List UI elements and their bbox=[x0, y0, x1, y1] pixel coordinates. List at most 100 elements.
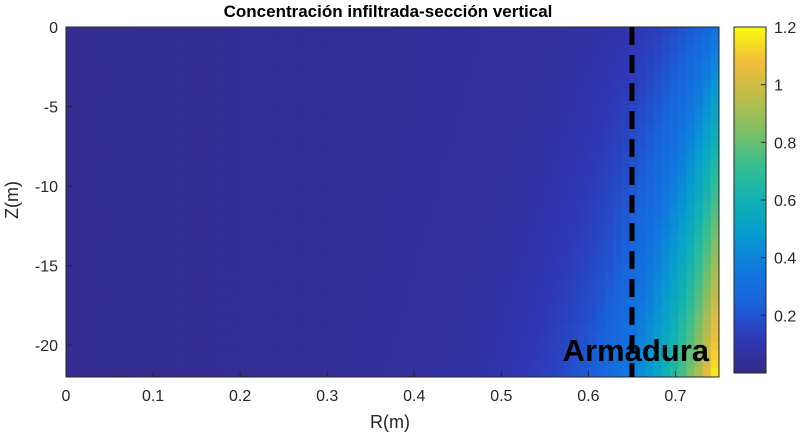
heatmap-cell bbox=[368, 210, 377, 221]
heatmap-cell bbox=[343, 97, 353, 107]
heatmap-cell bbox=[498, 158, 508, 168]
heatmap-cell bbox=[416, 149, 426, 159]
heatmap-cell bbox=[66, 350, 75, 361]
heatmap-cell bbox=[245, 210, 255, 221]
heatmap-cell bbox=[270, 158, 279, 168]
heatmap-cell bbox=[286, 88, 296, 98]
heatmap-cell bbox=[245, 62, 255, 72]
heatmap-cell bbox=[90, 167, 100, 177]
heatmap-cell bbox=[506, 263, 516, 273]
heatmap-cell bbox=[588, 245, 598, 256]
heatmap-cell bbox=[670, 123, 679, 133]
heatmap-cell bbox=[498, 237, 508, 247]
heatmap-cell bbox=[261, 350, 271, 361]
heatmap-cell bbox=[433, 132, 443, 142]
heatmap-cell bbox=[319, 184, 328, 194]
heatmap-cell bbox=[261, 202, 271, 212]
heatmap-cell bbox=[400, 53, 410, 63]
heatmap-cell bbox=[498, 167, 508, 177]
heatmap-cell bbox=[204, 368, 214, 377]
heatmap-cell bbox=[270, 70, 279, 81]
heatmap-cell bbox=[196, 105, 206, 116]
heatmap-cell bbox=[441, 228, 451, 238]
heatmap-cell bbox=[653, 350, 663, 361]
heatmap-cell bbox=[670, 228, 679, 238]
heatmap-cell bbox=[106, 123, 116, 133]
heatmap-cell bbox=[661, 219, 671, 229]
heatmap-cell bbox=[212, 44, 222, 54]
heatmap-cell bbox=[465, 175, 475, 186]
heatmap-cell bbox=[278, 342, 287, 352]
heatmap-cell bbox=[408, 298, 418, 308]
heatmap-cell bbox=[343, 289, 353, 299]
heatmap-cell bbox=[327, 62, 336, 72]
heatmap-cell bbox=[621, 368, 630, 377]
heatmap-cell bbox=[572, 62, 581, 72]
heatmap-cell bbox=[629, 158, 638, 168]
heatmap-cell bbox=[82, 44, 92, 54]
heatmap-cell bbox=[221, 368, 230, 377]
heatmap-cell bbox=[425, 368, 434, 377]
heatmap-cell bbox=[547, 149, 557, 159]
heatmap-cell bbox=[653, 35, 663, 46]
heatmap-cell bbox=[139, 167, 149, 177]
heatmap-cell bbox=[425, 123, 434, 133]
heatmap-cell bbox=[359, 263, 369, 273]
heatmap-cell bbox=[596, 44, 606, 54]
heatmap-cell bbox=[212, 53, 222, 63]
heatmap-cell bbox=[343, 158, 353, 168]
heatmap-cell bbox=[441, 333, 451, 343]
heatmap-cell bbox=[82, 140, 92, 151]
heatmap-cell bbox=[563, 149, 573, 159]
heatmap-cell bbox=[629, 70, 638, 81]
heatmap-cell bbox=[400, 88, 410, 98]
heatmap-cell bbox=[498, 184, 508, 194]
heatmap-cell bbox=[661, 149, 671, 159]
heatmap-cell bbox=[106, 140, 116, 151]
heatmap-cell bbox=[180, 114, 190, 124]
heatmap-cell bbox=[131, 158, 141, 168]
heatmap-cell bbox=[384, 315, 394, 326]
heatmap-cell bbox=[441, 149, 451, 159]
heatmap-cell bbox=[319, 368, 328, 377]
heatmap-cell bbox=[400, 324, 410, 334]
heatmap-cell bbox=[531, 298, 541, 308]
heatmap-cell bbox=[188, 272, 198, 282]
heatmap-cell bbox=[253, 175, 263, 186]
heatmap-cell bbox=[139, 254, 149, 264]
heatmap-cell bbox=[123, 140, 132, 151]
heatmap-cell bbox=[653, 88, 663, 98]
heatmap-cell bbox=[425, 289, 434, 299]
heatmap-cell bbox=[261, 149, 271, 159]
heatmap-cell bbox=[433, 184, 443, 194]
heatmap-cell bbox=[572, 53, 581, 63]
heatmap-cell bbox=[637, 105, 647, 116]
heatmap-cell bbox=[294, 219, 304, 229]
heatmap-cell bbox=[400, 140, 410, 151]
heatmap-cell bbox=[490, 44, 500, 54]
heatmap-cell bbox=[270, 202, 279, 212]
heatmap-cell bbox=[278, 350, 287, 361]
heatmap-cell bbox=[514, 298, 524, 308]
heatmap-cell bbox=[653, 79, 663, 89]
heatmap-cell bbox=[221, 359, 230, 369]
colorbar-tick-label: 0.4 bbox=[774, 251, 796, 268]
heatmap-cell bbox=[196, 184, 206, 194]
heatmap-cell bbox=[694, 333, 704, 343]
heatmap-cell bbox=[253, 167, 263, 177]
heatmap-cell bbox=[490, 237, 500, 247]
heatmap-cell bbox=[98, 167, 108, 177]
heatmap-cell bbox=[286, 193, 296, 203]
heatmap-cell bbox=[425, 167, 434, 177]
heatmap-cell bbox=[302, 350, 312, 361]
heatmap-cell bbox=[204, 149, 214, 159]
heatmap-cell bbox=[539, 315, 549, 326]
heatmap-cell bbox=[392, 263, 402, 273]
heatmap-cell bbox=[588, 132, 598, 142]
heatmap-cell bbox=[490, 298, 500, 308]
heatmap-cell bbox=[490, 254, 500, 264]
heatmap-cell bbox=[319, 342, 328, 352]
heatmap-cell bbox=[531, 333, 541, 343]
heatmap-cell bbox=[131, 97, 141, 107]
heatmap-cell bbox=[621, 105, 630, 116]
